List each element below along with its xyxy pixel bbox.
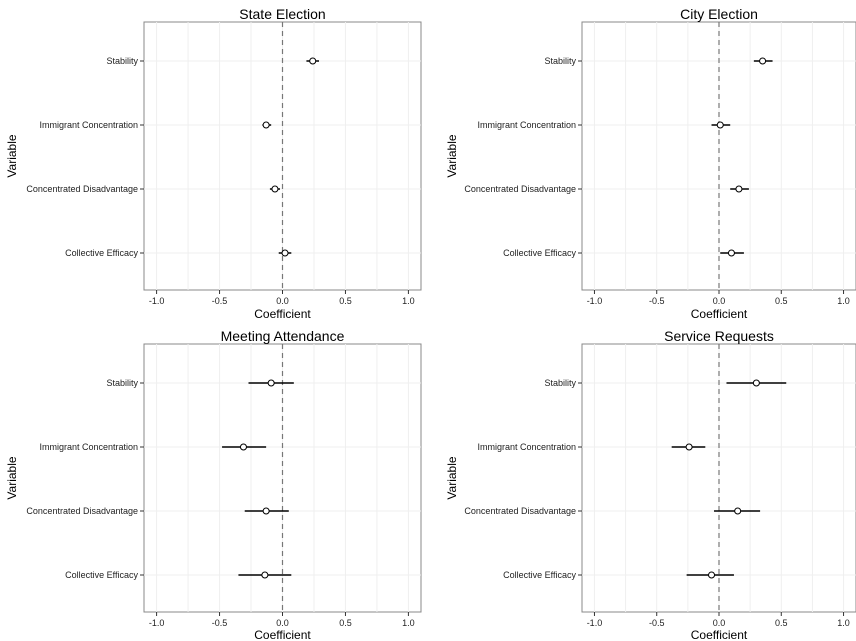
point-estimate: [281, 249, 289, 257]
y-tick-label: Collective Efficacy: [65, 570, 138, 580]
x-tick-label: 0.0: [713, 618, 726, 628]
point-estimate: [727, 249, 735, 257]
point-estimate: [759, 57, 767, 65]
point-estimate: [752, 379, 760, 387]
point-estimate: [262, 507, 270, 515]
x-tick-label: 0.0: [276, 618, 289, 628]
x-axis-title: Coefficient: [254, 628, 311, 641]
point-estimate: [239, 443, 247, 451]
chart-panel-2: Stability Immigrant Concentration Concentr…: [445, 6, 856, 321]
y-tick-label: Stability: [106, 56, 138, 66]
x-tick-label: 0.5: [775, 618, 788, 628]
y-tick-label: Concentrated Disadvantage: [464, 184, 576, 194]
y-tick-label: Stability: [106, 378, 138, 388]
panel-title: City Election: [680, 6, 758, 22]
y-tick-label: Stability: [544, 56, 576, 66]
y-tick-label: Immigrant Concentration: [477, 442, 576, 452]
x-tick-label: 0.5: [339, 618, 352, 628]
point-estimate: [708, 571, 716, 579]
y-axis-title: Variable: [5, 134, 19, 177]
y-tick-label: Stability: [544, 378, 576, 388]
y-tick-label: Concentrated Disadvantage: [26, 184, 138, 194]
x-tick-label: 0.5: [339, 296, 352, 306]
point-estimate: [261, 571, 269, 579]
x-tick-label: -1.0: [587, 296, 603, 306]
point-estimate: [735, 185, 743, 193]
chart-panel-1: Stability Immigrant Concentration Concentr…: [5, 6, 422, 321]
y-tick-label: Immigrant Concentration: [39, 442, 138, 452]
y-tick-label: Concentrated Disadvantage: [464, 506, 576, 516]
point-estimate: [716, 121, 724, 129]
y-tick-label: Immigrant Concentration: [39, 120, 138, 130]
y-axis-title: Variable: [5, 456, 19, 499]
panel-title: State Election: [239, 6, 325, 22]
point-estimate: [262, 121, 270, 129]
point-estimate: [271, 185, 279, 193]
point-estimate: [685, 443, 693, 451]
x-tick-label: -0.5: [212, 618, 228, 628]
x-tick-label: -1.0: [149, 618, 165, 628]
chart-panel-4: Stability Immigrant Concentration Concentr…: [445, 328, 856, 641]
panel-title: Meeting Attendance: [221, 328, 345, 344]
y-axis-title: Variable: [445, 456, 459, 499]
x-tick-label: -0.5: [649, 618, 665, 628]
chart-panel-3: Stability Immigrant Concentration Concentr…: [5, 328, 422, 641]
point-estimate: [734, 507, 742, 515]
x-axis-title: Coefficient: [691, 628, 748, 641]
y-axis-title: Variable: [445, 134, 459, 177]
point-estimate: [267, 379, 275, 387]
x-tick-label: 1.0: [402, 296, 415, 306]
x-tick-label: 1.0: [837, 296, 850, 306]
panel-title: Service Requests: [664, 328, 774, 344]
x-tick-label: 1.0: [402, 618, 415, 628]
y-tick-label: Collective Efficacy: [503, 248, 576, 258]
x-tick-label: 0.5: [775, 296, 788, 306]
y-tick-label: Immigrant Concentration: [477, 120, 576, 130]
point-estimate: [309, 57, 317, 65]
y-tick-label: Collective Efficacy: [65, 248, 138, 258]
x-tick-label: -1.0: [587, 618, 603, 628]
x-tick-label: 1.0: [837, 618, 850, 628]
x-tick-label: 0.0: [276, 296, 289, 306]
x-tick-label: 0.0: [713, 296, 726, 306]
y-tick-label: Collective Efficacy: [503, 570, 576, 580]
x-axis-title: Coefficient: [254, 307, 311, 321]
x-axis-title: Coefficient: [691, 307, 748, 321]
x-tick-label: -0.5: [212, 296, 228, 306]
x-tick-label: -1.0: [149, 296, 165, 306]
x-tick-label: -0.5: [649, 296, 665, 306]
y-tick-label: Concentrated Disadvantage: [26, 506, 138, 516]
